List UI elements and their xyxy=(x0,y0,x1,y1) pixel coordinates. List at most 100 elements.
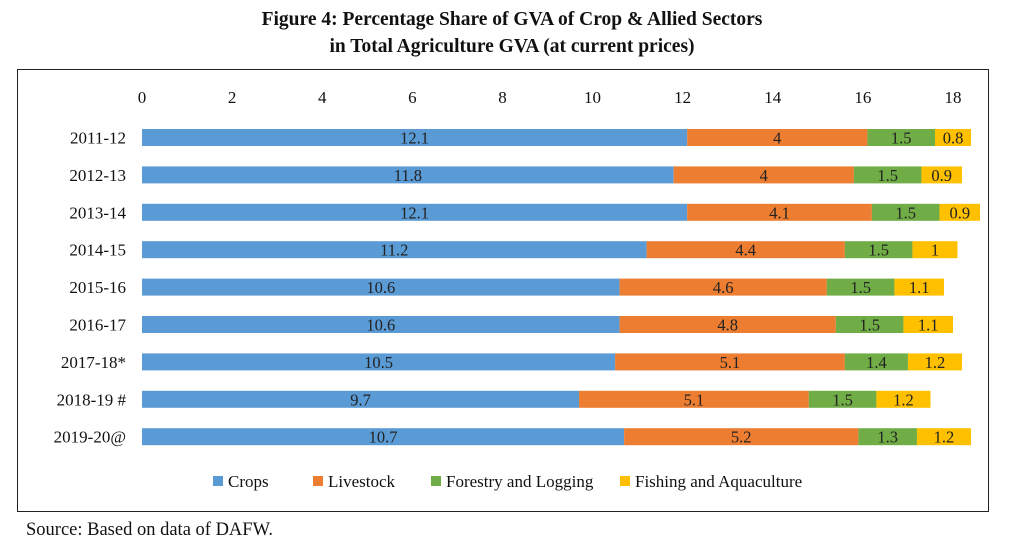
x-tick-label: 6 xyxy=(408,88,417,107)
bar-segment xyxy=(687,203,872,221)
data-label: 10.6 xyxy=(366,278,395,297)
data-label: 4.1 xyxy=(769,203,790,222)
legend-swatch xyxy=(620,476,630,486)
bar-segment xyxy=(916,428,972,446)
bar-segment xyxy=(876,390,931,408)
x-tick-label: 4 xyxy=(318,88,327,107)
bar-segment xyxy=(673,166,854,184)
bar-segment xyxy=(142,166,674,184)
bar-segment xyxy=(808,390,877,408)
data-label: 1.4 xyxy=(866,353,887,372)
data-label: 1.5 xyxy=(850,278,871,297)
data-label: 10.6 xyxy=(366,316,395,335)
legend-swatch xyxy=(313,476,323,486)
data-label: 1.5 xyxy=(891,129,912,148)
bar-segment xyxy=(894,278,944,296)
bar-segment xyxy=(826,278,895,296)
bar-segment xyxy=(844,241,913,259)
x-tick-label: 0 xyxy=(138,88,147,107)
data-label: 9.7 xyxy=(350,390,371,409)
bar-segment xyxy=(142,129,688,146)
data-label: 1.2 xyxy=(925,353,946,372)
data-label: 5.2 xyxy=(731,428,752,447)
data-label: 0.9 xyxy=(931,166,952,185)
bar-segment xyxy=(853,166,922,184)
bar-segment xyxy=(142,241,647,259)
data-label: 0.9 xyxy=(949,203,970,222)
bar-segment xyxy=(619,278,827,296)
data-label: 1.5 xyxy=(877,166,898,185)
y-category-label: 2016-17 xyxy=(69,316,126,335)
source-note: Source: Based on data of DAFW. xyxy=(26,520,273,540)
bar-segment xyxy=(142,390,580,408)
data-label: 1 xyxy=(931,241,939,260)
legend-label: Livestock xyxy=(328,472,396,491)
bar-segment xyxy=(835,316,904,333)
data-label: 1.5 xyxy=(859,316,880,335)
data-label: 1.3 xyxy=(877,428,898,447)
legend-label: Crops xyxy=(228,472,269,491)
bar-segment xyxy=(142,278,620,296)
bar-segment xyxy=(934,129,972,146)
bar-segment xyxy=(907,353,963,371)
bar-segment xyxy=(646,241,845,259)
y-category-label: 2013-14 xyxy=(69,203,126,222)
x-tick-label: 18 xyxy=(945,88,962,107)
data-label: 0.8 xyxy=(943,129,964,148)
data-label: 5.1 xyxy=(720,353,741,372)
bar-segment xyxy=(624,428,859,446)
y-category-label: 2011-12 xyxy=(70,129,126,148)
chart-title: Figure 4: Percentage Share of GVA of Cro… xyxy=(0,6,1024,60)
legend-label: Forestry and Logging xyxy=(446,472,594,491)
x-tick-label: 14 xyxy=(764,88,782,107)
bar-segment xyxy=(615,353,845,371)
y-category-label: 2018-19 # xyxy=(57,390,127,409)
bar-segment xyxy=(619,316,836,333)
bar-segment xyxy=(871,203,940,221)
bar-segment xyxy=(912,241,958,259)
data-label: 11.2 xyxy=(380,241,408,260)
chart-frame xyxy=(17,69,989,512)
data-label: 1.1 xyxy=(918,316,939,335)
y-category-label: 2015-16 xyxy=(69,278,126,297)
data-label: 1.1 xyxy=(909,278,930,297)
y-category-label: 2012-13 xyxy=(69,166,126,185)
data-label: 1.2 xyxy=(893,390,914,409)
legend-swatch xyxy=(213,476,223,486)
bar-segment xyxy=(903,316,953,333)
bar-segment xyxy=(142,428,625,446)
data-label: 4.6 xyxy=(713,278,734,297)
legend-label: Fishing and Aquaculture xyxy=(635,472,802,491)
data-label: 4.8 xyxy=(717,316,738,335)
bar-segment xyxy=(687,129,868,146)
y-category-label: 2017-18* xyxy=(61,353,126,372)
bar-segment xyxy=(867,129,935,146)
x-tick-label: 8 xyxy=(498,88,507,107)
bar-segment xyxy=(939,203,981,221)
x-tick-label: 10 xyxy=(584,88,601,107)
x-tick-label: 12 xyxy=(674,88,691,107)
data-label: 4 xyxy=(760,166,768,185)
bar-segment xyxy=(579,390,809,408)
data-label: 4 xyxy=(773,129,781,148)
chart-title-line2: in Total Agriculture GVA (at current pri… xyxy=(329,36,695,57)
x-tick-label: 16 xyxy=(854,88,871,107)
bar-segment xyxy=(142,316,620,333)
data-label: 10.7 xyxy=(369,428,398,447)
bar-segment xyxy=(921,166,963,184)
y-category-label: 2019-20@ xyxy=(54,428,126,447)
data-label: 10.5 xyxy=(364,353,393,372)
bar-segment xyxy=(142,353,616,371)
data-label: 1.5 xyxy=(895,203,916,222)
data-label: 4.4 xyxy=(735,241,756,260)
data-label: 1.5 xyxy=(868,241,889,260)
bar-segment xyxy=(844,353,908,371)
y-category-label: 2014-15 xyxy=(69,241,126,260)
data-label: 5.1 xyxy=(684,390,705,409)
data-label: 1.5 xyxy=(832,390,853,409)
x-tick-label: 2 xyxy=(228,88,237,107)
data-label: 12.1 xyxy=(400,203,429,222)
bar-segment xyxy=(142,203,688,221)
chart-title-line1: Figure 4: Percentage Share of GVA of Cro… xyxy=(261,9,763,30)
